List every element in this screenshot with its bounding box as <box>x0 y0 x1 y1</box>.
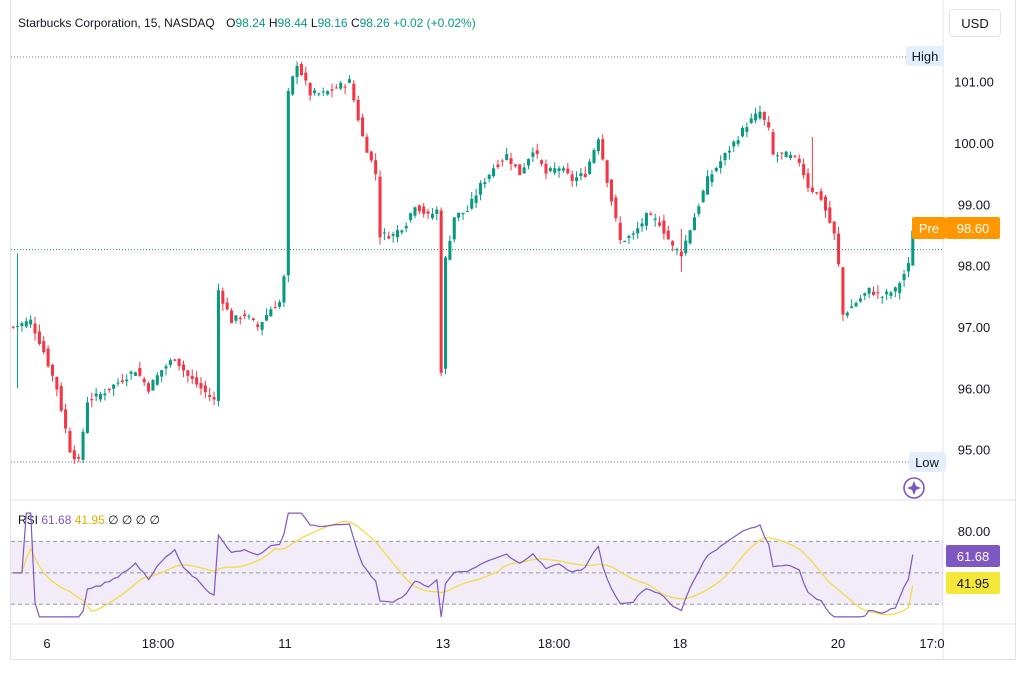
rsi-placeholders: ∅ ∅ ∅ ∅ <box>108 513 160 527</box>
change-value: +0.02 (+0.02%) <box>392 16 476 30</box>
low-label: L <box>310 16 318 30</box>
rsi-ma-legend-value: 41.95 <box>74 513 105 527</box>
close-value: 98.26 <box>359 16 390 30</box>
open-label: O <box>226 16 236 30</box>
symbol-legend: Starbucks Corporation, 15, NASDAQ O98.24… <box>18 16 476 30</box>
open-value: 98.24 <box>235 16 266 30</box>
low-value: 98.16 <box>317 16 348 30</box>
rsi-legend-value: 61.68 <box>41 513 72 527</box>
close-label: C <box>350 16 360 30</box>
symbol-title: Starbucks Corporation, 15, NASDAQ <box>18 16 215 30</box>
rsi-legend: RSI 61.68 41.95 ∅ ∅ ∅ ∅ <box>18 513 160 527</box>
rsi-label: RSI <box>18 513 39 527</box>
currency-button[interactable]: USD <box>949 9 1001 37</box>
chart-frame <box>10 0 1016 660</box>
high-label: H <box>268 16 278 30</box>
high-value: 98.44 <box>277 16 308 30</box>
